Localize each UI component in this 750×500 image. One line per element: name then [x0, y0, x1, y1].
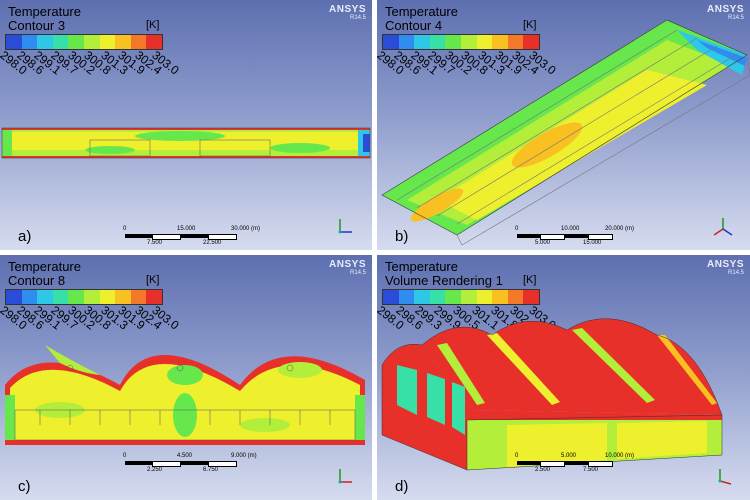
panel-c: Temperature Contour 8 [K] 298.0 298.6 299.1…	[0, 255, 372, 500]
colorbar-swatch	[37, 35, 53, 49]
colorbar	[5, 34, 163, 50]
colorbar-swatch	[146, 290, 162, 304]
panel-label: d)	[395, 478, 409, 495]
unit-label: [K]	[523, 274, 537, 286]
colorbar-swatch	[383, 35, 399, 49]
colorbar-swatch	[115, 290, 131, 304]
colorbar-swatch	[414, 290, 430, 304]
colorbar-swatch	[130, 290, 147, 304]
colorbar-swatch	[21, 35, 38, 49]
colorbar-swatch	[68, 290, 84, 304]
legend-title: Temperature Contour 8	[8, 259, 81, 288]
colorbar-swatch	[52, 290, 69, 304]
colorbar-swatch	[6, 290, 22, 304]
colorbar-swatch	[398, 35, 415, 49]
colorbar-swatch	[99, 35, 116, 49]
colorbar-swatch	[429, 290, 446, 304]
colorbar-swatch	[492, 290, 508, 304]
unit-label: [K]	[146, 19, 160, 31]
temperature-field-a	[1, 127, 371, 159]
scale-bar: 0 15.000 30.000 (m) 7.500 22.500	[123, 226, 261, 246]
colorbar	[382, 34, 540, 50]
ansys-logo: ANSYS R14.5	[329, 259, 366, 276]
colorbar-swatch	[83, 290, 100, 304]
temperature-field-c	[5, 345, 365, 445]
colorbar-swatch	[6, 35, 22, 49]
colorbar-swatch	[523, 290, 539, 304]
colorbar	[5, 289, 163, 305]
colorbar-ticks: 298.0 298.6 299.1 299.7 300.2 300.8 301.3 301.9…	[0, 48, 200, 108]
ansys-logo: ANSYS R14.5	[707, 259, 744, 276]
colorbar-swatch	[146, 35, 162, 49]
colorbar-swatch	[492, 35, 508, 49]
colorbar-swatch	[68, 35, 84, 49]
panel-b: Temperature Contour 4 [K] 298.0 298.6 299.1…	[377, 0, 750, 250]
unit-label: [K]	[146, 274, 160, 286]
colorbar-swatch	[460, 35, 477, 49]
colorbar-swatch	[83, 35, 100, 49]
panel-label: c)	[18, 478, 31, 495]
colorbar-swatch	[460, 290, 477, 304]
ansys-logo: ANSYS R14.5	[329, 4, 366, 21]
axis-triad-icon	[718, 469, 732, 485]
colorbar-swatch	[115, 35, 131, 49]
colorbar-swatch	[21, 290, 38, 304]
temperature-field-b	[381, 19, 750, 246]
colorbar-swatch	[476, 290, 493, 304]
axis-triad-icon	[713, 218, 733, 236]
legend-title: Temperature Contour 3	[8, 4, 81, 33]
legend-title: Temperature Volume Rendering 1	[385, 259, 503, 288]
panel-label: a)	[18, 228, 32, 245]
ansys-logo: ANSYS R14.5	[707, 4, 744, 21]
colorbar-swatch	[523, 35, 539, 49]
legend-title: Temperature Contour 4	[385, 4, 458, 33]
scale-bar: 0 4.500 9.000 (m) 2.250 6.750	[123, 453, 257, 473]
colorbar-swatch	[52, 35, 69, 49]
panel-label: b)	[395, 228, 409, 245]
colorbar-swatch	[429, 35, 446, 49]
axis-triad-icon	[338, 469, 352, 484]
panel-a: Temperature Contour 3 [K] 298.0 298.6 299.1…	[0, 0, 372, 250]
colorbar-swatch	[383, 290, 399, 304]
colorbar-swatch	[37, 290, 53, 304]
colorbar-swatch	[130, 35, 147, 49]
unit-label: [K]	[523, 19, 537, 31]
axis-triad-icon	[338, 219, 352, 234]
temperature-field-d	[381, 318, 723, 471]
colorbar-swatch	[398, 290, 415, 304]
colorbar-swatch	[507, 35, 524, 49]
colorbar	[382, 289, 540, 305]
colorbar-swatch	[507, 290, 524, 304]
scale-bar: 0 5.000 10.000 (m) 2.500 7.500	[515, 453, 635, 473]
colorbar-swatch	[476, 35, 493, 49]
panel-d: Temperature Volume Rendering 1 [K] 298.0 2…	[377, 255, 750, 500]
colorbar-swatch	[445, 290, 461, 304]
scale-bar: 0 10.000 20.000 (m) 5.000 15.000	[515, 226, 635, 246]
colorbar-swatch	[99, 290, 116, 304]
colorbar-swatch	[445, 35, 461, 49]
colorbar-swatch	[414, 35, 430, 49]
